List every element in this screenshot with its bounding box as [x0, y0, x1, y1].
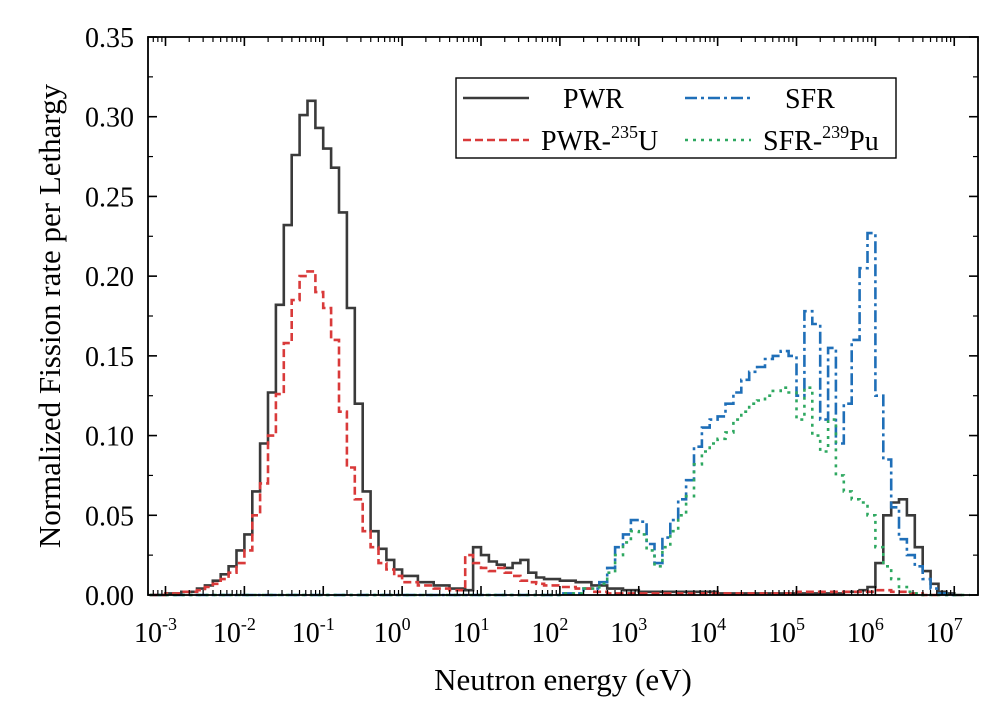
y-tick-label: 0.10 [85, 422, 134, 453]
y-tick-label: 0.25 [85, 182, 134, 213]
x-tick-label: 102 [531, 614, 568, 649]
x-tick-label: 10-1 [292, 614, 335, 649]
x-tick-label: 104 [689, 614, 726, 649]
legend: PWR SFR PWR-235U SFR-239Pu [455, 77, 897, 159]
legend-label-sfr: SFR [785, 84, 835, 115]
series-line-pwr-235u [149, 270, 939, 597]
x-axis-title: Neutron energy (eV) [434, 662, 692, 697]
y-tick-label: 0.20 [85, 262, 134, 293]
y-tick-label: 0.35 [85, 23, 134, 54]
legend-label-pwr: PWR [563, 84, 624, 115]
y-tick-label: 0.30 [85, 103, 134, 134]
axis-layer: 10-3 10-2 10-1 100 101 102 103 104 105 106 107 0.00… [85, 23, 979, 649]
legend-box [455, 77, 897, 159]
y-tick-label: 0.05 [85, 501, 134, 532]
x-tick-label: 101 [453, 614, 490, 649]
y-tick-label: 0.15 [85, 342, 134, 373]
y-axis-title: Normalized Fission rate per Lethargy [32, 83, 67, 548]
y-tick-label: 0.00 [85, 581, 134, 612]
x-tick-label: 105 [768, 614, 805, 649]
series-line-sfr [149, 231, 955, 597]
x-tick-label: 106 [847, 614, 884, 649]
series-line-sfr-239pu [149, 386, 970, 597]
legend-label-pwr-235u: PWR-235U [541, 122, 658, 157]
x-tick-label: 100 [374, 614, 411, 649]
series-layer [149, 99, 970, 597]
x-tick-label: 10-2 [213, 614, 256, 649]
series-line-pwr [149, 99, 963, 597]
x-tick-label: 10-3 [134, 614, 177, 649]
legend-label-sfr-239pu: SFR-239Pu [763, 122, 879, 157]
x-tick-label: 103 [610, 614, 647, 649]
x-tick-label: 107 [926, 614, 963, 649]
